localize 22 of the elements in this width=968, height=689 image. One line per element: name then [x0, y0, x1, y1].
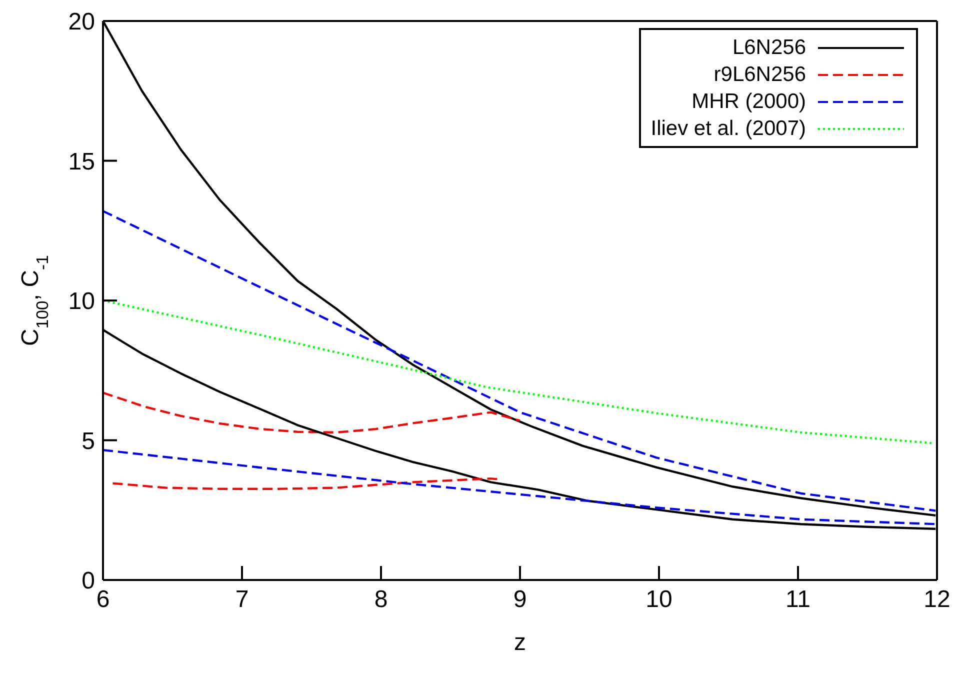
- x-tick-label: 9: [513, 586, 527, 614]
- legend-label: r9L6N256: [714, 62, 806, 86]
- x-tick-label: 8: [374, 586, 388, 614]
- legend-label: L6N256: [732, 36, 806, 60]
- x-tick-label: 11: [786, 586, 810, 614]
- y-tick-label: 20: [68, 8, 95, 36]
- y-tick-label: 0: [82, 568, 95, 595]
- x-tick-label: 10: [646, 586, 672, 614]
- y-tick-label: 5: [82, 428, 95, 455]
- legend-label: MHR (2000): [692, 90, 806, 114]
- x-axis-title: z: [514, 629, 526, 656]
- x-tick-label: 6: [96, 586, 110, 614]
- line-series: [103, 299, 933, 444]
- y-tick-label: 10: [68, 288, 95, 316]
- line-series: [103, 448, 937, 526]
- y-tick-label: 15: [68, 148, 95, 176]
- line-series: [103, 210, 937, 512]
- legend-label: Iliev et al. (2007): [650, 116, 806, 140]
- line-series: [103, 392, 522, 434]
- x-tick-label: 7: [235, 586, 249, 614]
- x-tick-label: 12: [924, 586, 950, 614]
- line-series: [112, 477, 500, 490]
